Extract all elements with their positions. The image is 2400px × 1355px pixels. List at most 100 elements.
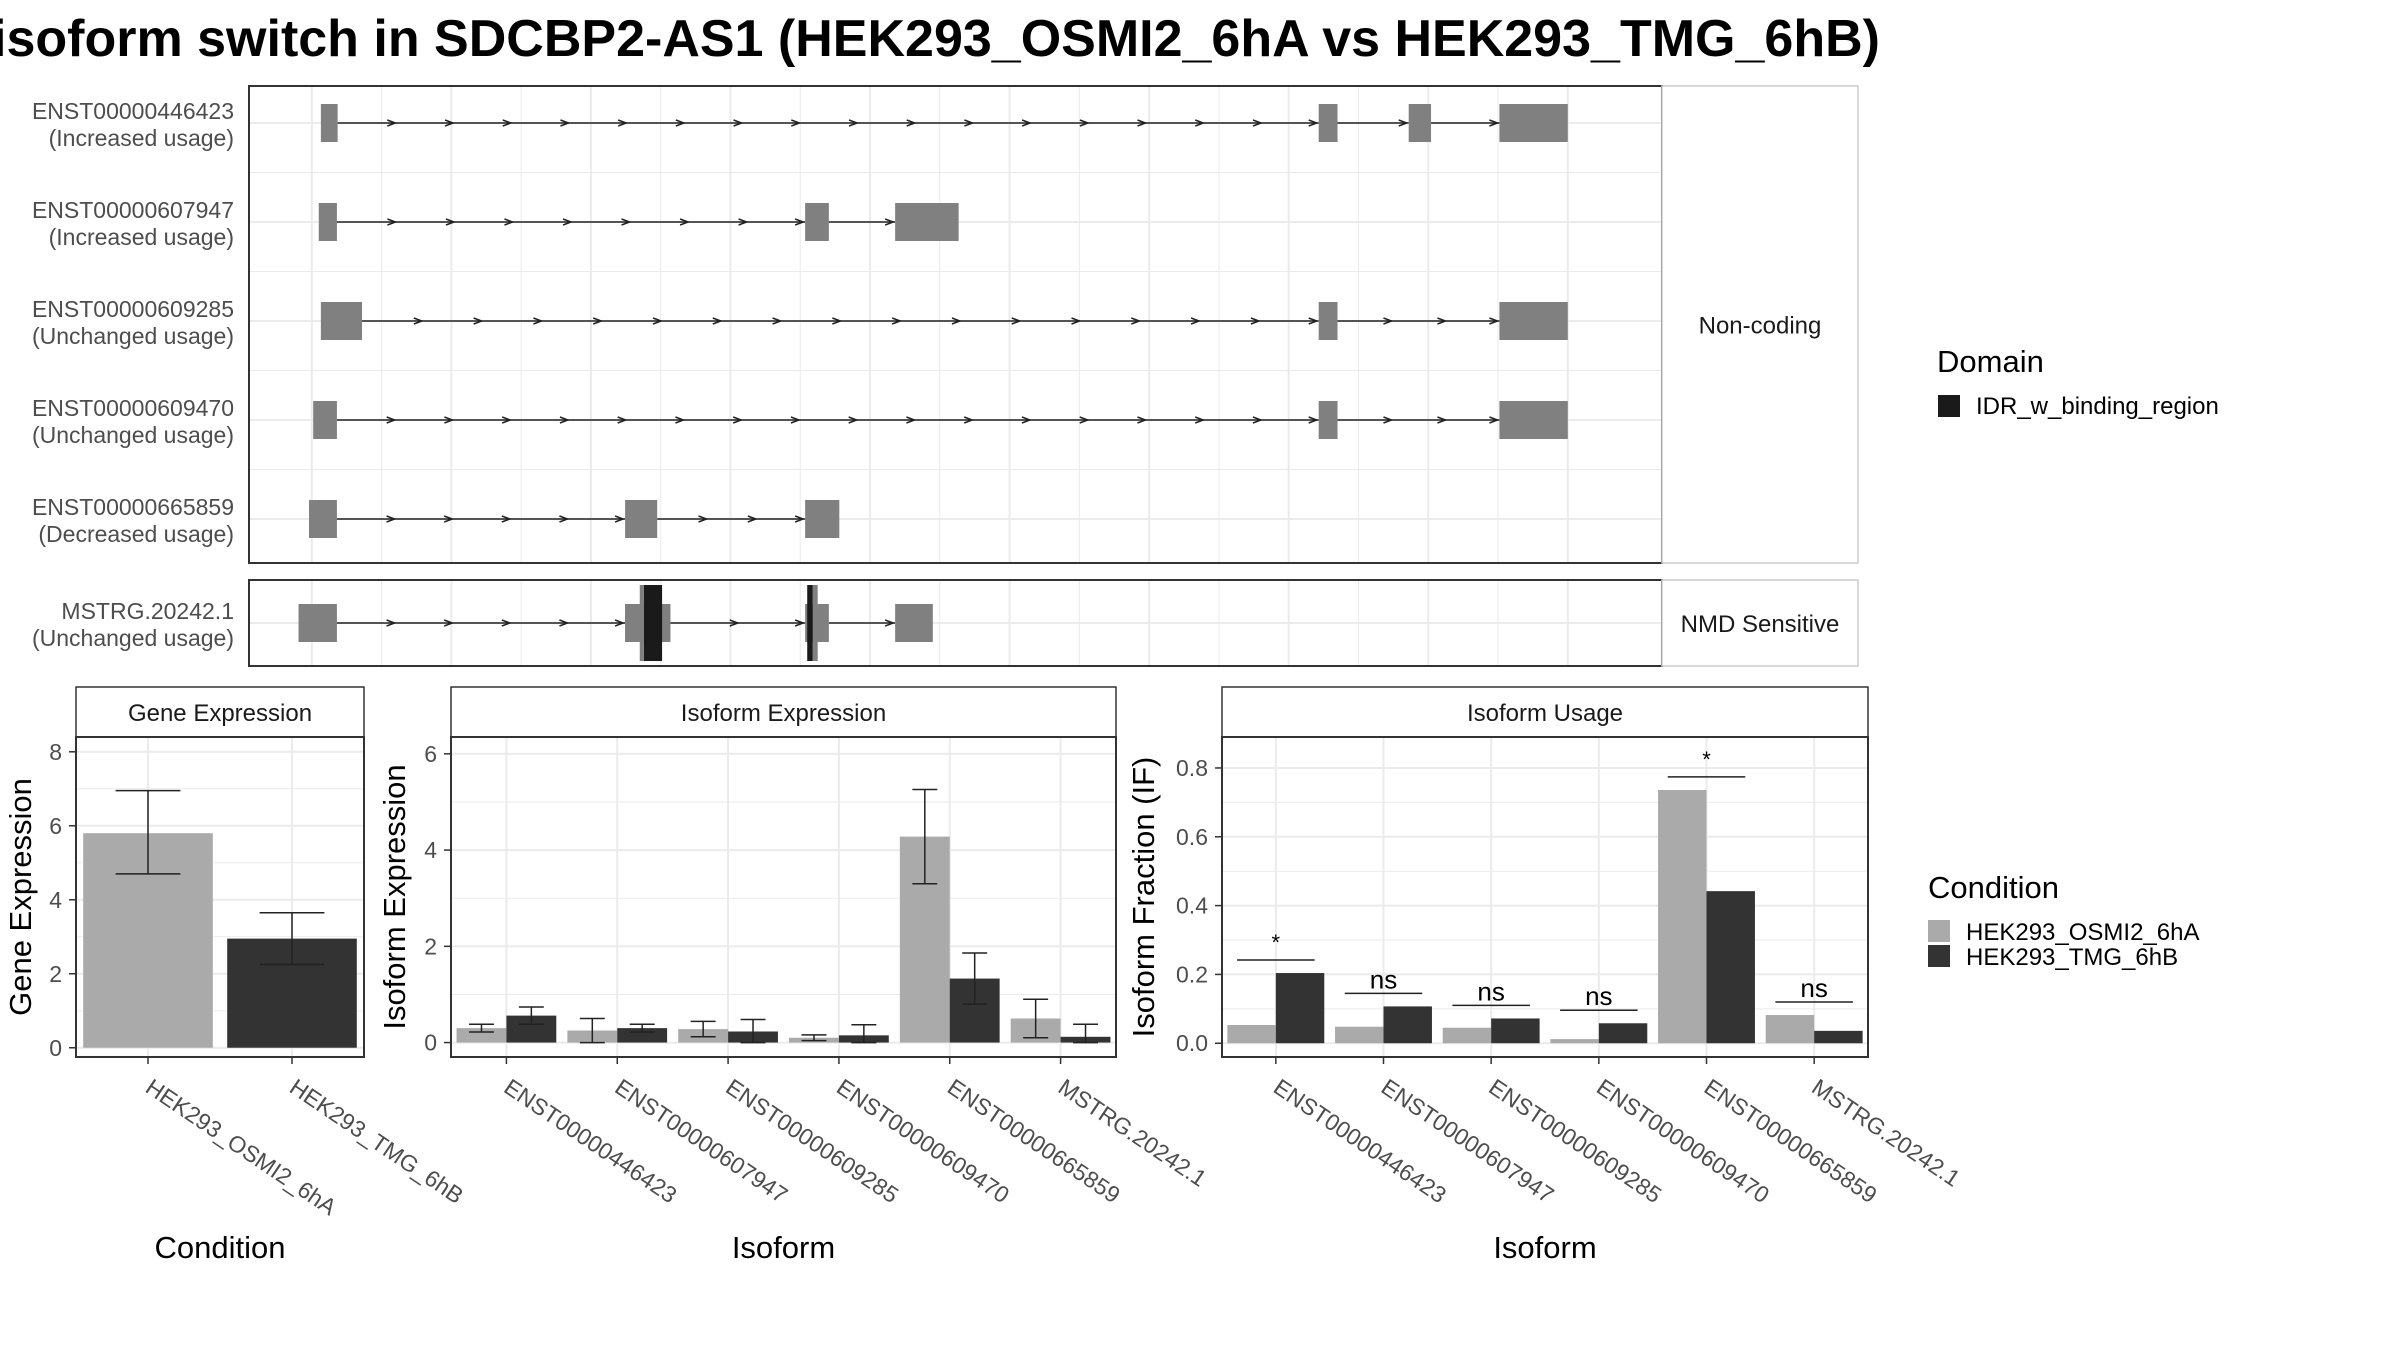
intron-arrow: [443, 619, 455, 627]
domain-block: [643, 585, 663, 661]
y-tick-label: 6: [424, 741, 437, 767]
isoform-usage-label: (Decreased usage): [38, 521, 234, 547]
y-axis-title: Isoform Fraction (IF): [1126, 757, 1161, 1038]
domain-block: [807, 585, 813, 661]
domain-legend: Domain IDR_w_binding_region: [1937, 344, 2219, 420]
intron-arrow: [1079, 416, 1090, 424]
intron-arrow: [413, 317, 424, 325]
intron-arrow: [951, 317, 963, 325]
intron-arrow: [794, 619, 806, 627]
intron-arrow: [559, 416, 571, 424]
intron-arrow: [562, 218, 574, 226]
x-axis-title: Isoform: [1493, 1230, 1596, 1265]
bar: [1275, 973, 1325, 1044]
panel-border: [450, 736, 1117, 1058]
panel-strip: [75, 686, 365, 738]
intron-arrow: [560, 119, 571, 127]
exon-block: [805, 500, 840, 538]
condition-legend-key-a: [1928, 920, 1950, 942]
y-tick-label: 0.8: [1176, 755, 1208, 781]
intron-arrow: [1131, 317, 1142, 325]
significance-label: *: [1702, 747, 1711, 772]
intron-arrow: [1195, 119, 1206, 127]
exon-block: [320, 104, 338, 142]
intron-arrow: [1194, 416, 1206, 424]
condition-legend-key-b: [1928, 945, 1950, 967]
panel-border: [75, 736, 365, 1058]
intron-arrow: [1489, 119, 1500, 127]
intron-arrow: [533, 317, 544, 325]
intron-arrow: [772, 317, 783, 325]
intron-arrow: [747, 515, 758, 523]
isoform-usage-label: (Unchanged usage): [32, 422, 234, 448]
intron-arrow: [794, 515, 806, 523]
intron-arrow: [443, 515, 455, 523]
bar: [1658, 789, 1707, 1044]
intron-arrow: [790, 416, 802, 424]
intron-arrow: [832, 317, 843, 325]
intron-arrow: [1489, 317, 1500, 325]
exon-block: [320, 302, 363, 340]
exon-block: [309, 500, 337, 538]
bar: [1706, 891, 1755, 1044]
y-tick-label: 0: [49, 1035, 62, 1061]
exon-block: [1408, 104, 1432, 142]
x-axis-title: Condition: [155, 1230, 286, 1265]
intron-arrow: [387, 119, 398, 127]
intron-arrow: [652, 317, 664, 325]
y-tick-label: 0.2: [1176, 961, 1208, 987]
exon-block: [1499, 104, 1568, 142]
exon-block-cds: [812, 585, 818, 661]
domain-legend-label: IDR_w_binding_region: [1976, 393, 2219, 420]
isoform-id-label: ENST00000446423: [32, 98, 234, 124]
isoform-id-label: ENST00000665859: [32, 494, 234, 520]
structure-group-label: Non-coding: [1699, 313, 1822, 340]
y-tick-label: 0.0: [1176, 1030, 1208, 1056]
y-tick-label: 4: [424, 837, 437, 863]
y-tick-label: 0.6: [1176, 824, 1208, 850]
isoform-expression-panel: Isoform Expression0246ENST00000446423ENS…: [377, 686, 1211, 1265]
x-tick-label: ENST00000609285: [1484, 1074, 1666, 1209]
panel-border: [1221, 736, 1869, 1058]
intron-arrow: [617, 416, 628, 424]
intron-arrow: [1250, 317, 1262, 325]
exon-block: [1318, 401, 1338, 439]
intron-arrow: [848, 119, 860, 127]
domain-legend-title: Domain: [1937, 344, 2044, 379]
bar: [1227, 1025, 1276, 1044]
significance-label: ns: [1800, 973, 1827, 1003]
intron-arrow: [884, 218, 896, 226]
exon-block: [895, 604, 933, 642]
intron-arrow: [698, 515, 709, 523]
intron-arrow: [738, 218, 749, 226]
bar: [1335, 1026, 1384, 1044]
intron-arrow: [444, 416, 455, 424]
exon-block: [895, 203, 959, 241]
exon-block: [625, 500, 658, 538]
intron-arrow: [502, 119, 513, 127]
intron-arrow: [1383, 416, 1394, 424]
panel-title: Isoform Usage: [1467, 700, 1623, 727]
intron-arrow: [963, 416, 975, 424]
bar: [1814, 1030, 1863, 1044]
intron-arrow: [504, 218, 515, 226]
intron-arrow: [732, 416, 744, 424]
intron-arrow: [501, 515, 512, 523]
intron-arrow: [1071, 317, 1082, 325]
intron-arrow: [891, 317, 903, 325]
intron-arrow: [473, 317, 484, 325]
intron-arrow: [679, 218, 691, 226]
significance-label: ns: [1370, 964, 1397, 994]
exon-block-cds: [639, 585, 644, 661]
intron-arrow: [1079, 119, 1090, 127]
intron-arrow: [906, 119, 917, 127]
intron-arrow: [1308, 416, 1319, 424]
x-tick-label: ENST00000609470: [1592, 1074, 1774, 1209]
exon-block: [1318, 104, 1338, 142]
domain-legend-key: [1938, 395, 1960, 417]
intron-arrow: [1137, 119, 1148, 127]
isoform-usage-panel: Isoform Usage 0.0 0.2 0.4 0.6 0.8 * ENST0000044…: [1126, 686, 1965, 1265]
